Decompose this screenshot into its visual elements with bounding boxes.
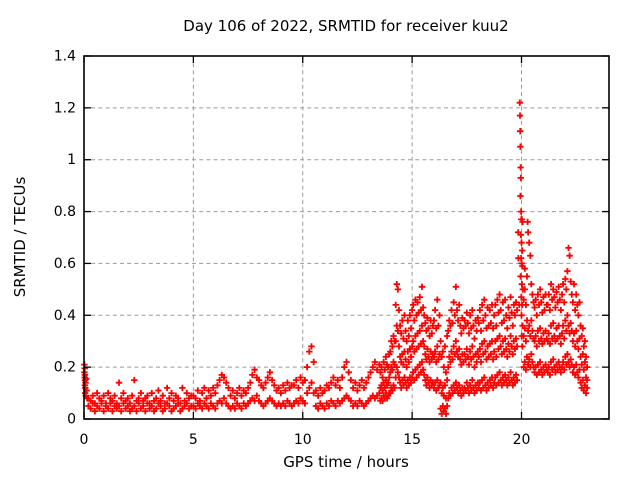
x-tick-label: 5 <box>189 432 198 448</box>
x-tick-label: 15 <box>403 432 421 448</box>
x-tick-labels: 0 5 10 15 20 <box>80 432 531 448</box>
y-tick-label: 0.2 <box>54 360 76 376</box>
y-tick-label: 0.8 <box>54 204 76 220</box>
axis-tick-marks <box>83 55 609 420</box>
y-tick-label: 1 <box>67 152 76 168</box>
chart-title: Day 106 of 2022, SRMTID for receiver kuu… <box>183 17 508 35</box>
y-tick-label: 1.2 <box>54 100 76 116</box>
y-tick-label: 0.6 <box>54 256 76 272</box>
x-tick-label: 20 <box>513 432 531 448</box>
y-tick-label: 0 <box>67 412 76 428</box>
x-tick-label: 0 <box>80 432 89 448</box>
y-axis-label: SRMTID / TECUs <box>11 177 29 298</box>
plot-border <box>83 55 610 420</box>
y-tick-label: 0.4 <box>54 308 76 324</box>
y-tick-label: 1.4 <box>54 49 76 65</box>
x-tick-label: 10 <box>294 432 312 448</box>
y-tick-labels: 0 0.2 0.4 0.6 0.8 1 1.2 1.4 <box>54 49 76 428</box>
x-axis-label: GPS time / hours <box>283 453 409 471</box>
